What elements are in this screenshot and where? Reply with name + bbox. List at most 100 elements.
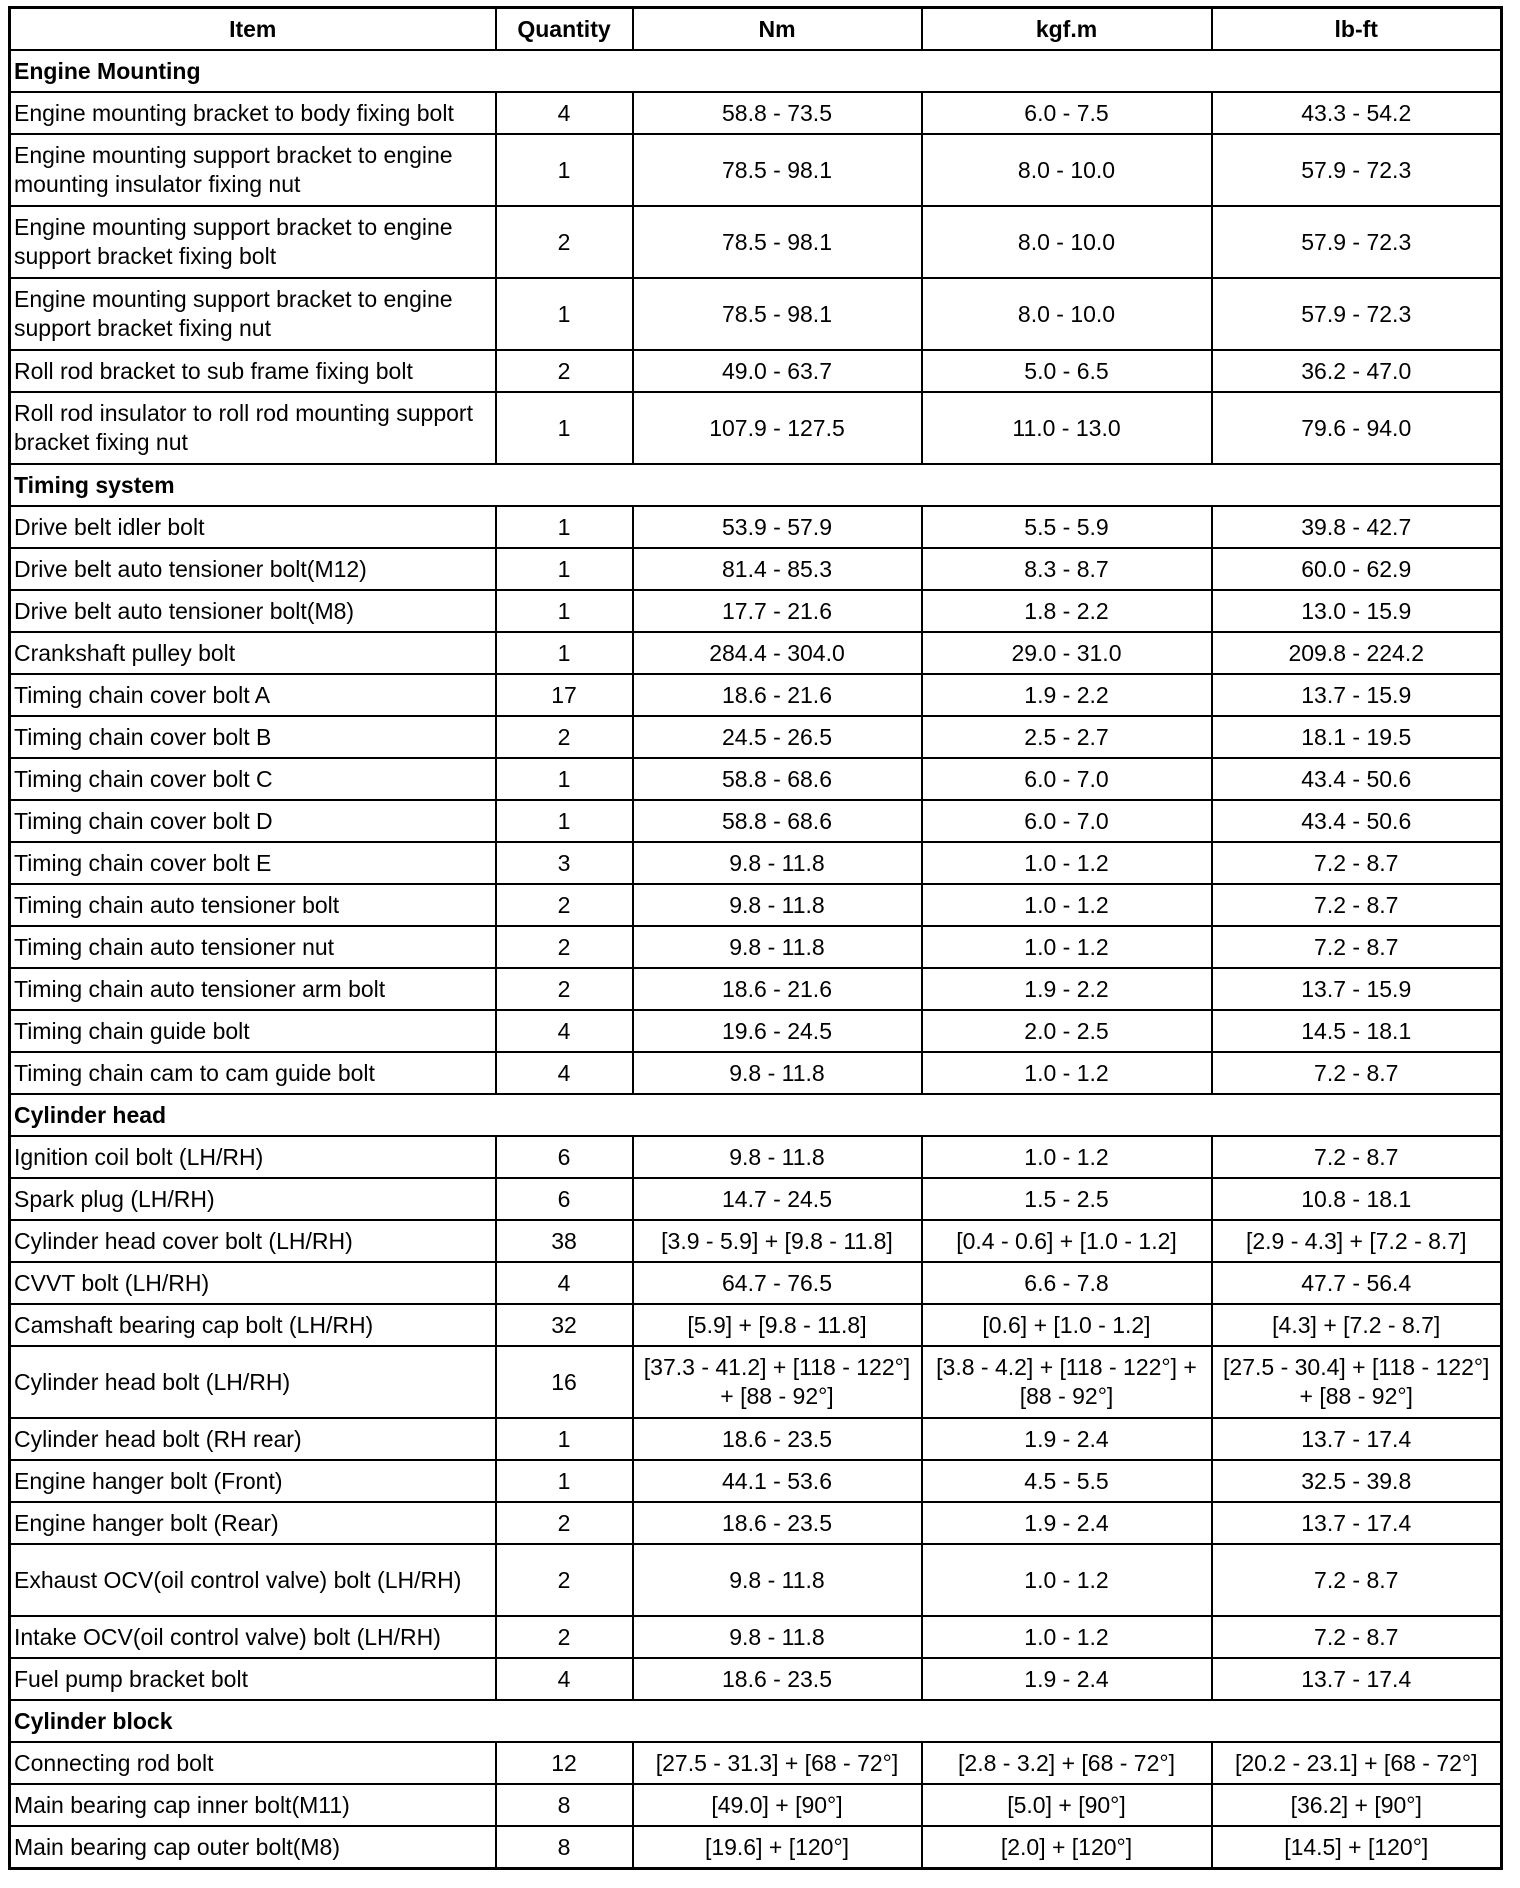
table-row: Camshaft bearing cap bolt (LH/RH) 32 [5.9]… xyxy=(8,1303,1503,1347)
cell-kgfm: 1.9 - 2.4 xyxy=(920,1501,1213,1545)
cell-lbft: 43.4 - 50.6 xyxy=(1210,799,1503,843)
section-title: Engine Mounting xyxy=(8,49,1503,93)
cell-kgfm: [2.0] + [120°] xyxy=(920,1825,1213,1870)
cell-item: Timing chain auto tensioner arm bolt xyxy=(8,967,497,1011)
cell-nm: 49.0 - 63.7 xyxy=(631,349,923,393)
cell-quantity: 1 xyxy=(494,277,634,351)
cell-kgfm: 6.0 - 7.5 xyxy=(920,91,1213,135)
cell-nm: 19.6 - 24.5 xyxy=(631,1009,923,1053)
cell-item: Timing chain cam to cam guide bolt xyxy=(8,1051,497,1095)
table-row: Drive belt auto tensioner bolt(M8) 1 17.7 … xyxy=(8,589,1503,633)
cell-lbft: 43.4 - 50.6 xyxy=(1210,757,1503,801)
cell-quantity: 1 xyxy=(494,757,634,801)
section-title: Cylinder block xyxy=(8,1699,1503,1743)
cell-lbft: 14.5 - 18.1 xyxy=(1210,1009,1503,1053)
cell-lbft: 79.6 - 94.0 xyxy=(1210,391,1503,465)
table-row: Drive belt idler bolt 1 53.9 - 57.9 5.5 - 5… xyxy=(8,505,1503,549)
cell-quantity: 1 xyxy=(494,1417,634,1461)
cell-nm: 17.7 - 21.6 xyxy=(631,589,923,633)
cell-quantity: 4 xyxy=(494,1261,634,1305)
cell-kgfm: 1.0 - 1.2 xyxy=(920,1135,1213,1179)
cell-item: Crankshaft pulley bolt xyxy=(8,631,497,675)
cell-nm: 18.6 - 23.5 xyxy=(631,1417,923,1461)
cell-lbft: 43.3 - 54.2 xyxy=(1210,91,1503,135)
table-row: Timing chain auto tensioner nut 2 9.8 - 11… xyxy=(8,925,1503,969)
cell-item: CVVT bolt (LH/RH) xyxy=(8,1261,497,1305)
cell-item: Cylinder head cover bolt (LH/RH) xyxy=(8,1219,497,1263)
cell-nm: 284.4 - 304.0 xyxy=(631,631,923,675)
cell-item: Engine mounting support bracket to engin… xyxy=(8,277,497,351)
cell-lbft: [36.2] + [90°] xyxy=(1210,1783,1503,1827)
cell-nm: 64.7 - 76.5 xyxy=(631,1261,923,1305)
table-row: Timing chain cam to cam guide bolt 4 9.8 -… xyxy=(8,1051,1503,1095)
torque-spec-table: Item Quantity Nm kgf.m lb-ft Engine Moun… xyxy=(8,6,1503,1870)
cell-quantity: 4 xyxy=(494,91,634,135)
cell-nm: 9.8 - 11.8 xyxy=(631,841,923,885)
cell-item: Timing chain auto tensioner bolt xyxy=(8,883,497,927)
cell-item: Connecting rod bolt xyxy=(8,1741,497,1785)
cell-nm: 78.5 - 98.1 xyxy=(631,205,923,279)
cell-kgfm: 1.9 - 2.2 xyxy=(920,967,1213,1011)
cell-kgfm: 1.0 - 1.2 xyxy=(920,1543,1213,1617)
cell-lbft: 39.8 - 42.7 xyxy=(1210,505,1503,549)
cell-kgfm: 2.0 - 2.5 xyxy=(920,1009,1213,1053)
cell-quantity: 1 xyxy=(494,391,634,465)
cell-lbft: 10.8 - 18.1 xyxy=(1210,1177,1503,1221)
cell-item: Engine mounting support bracket to engin… xyxy=(8,205,497,279)
table-row: Cylinder head bolt (LH/RH) 16 [37.3 - 41.2… xyxy=(8,1345,1503,1419)
cell-lbft: [14.5] + [120°] xyxy=(1210,1825,1503,1870)
table-row: Roll rod bracket to sub frame fixing bol… xyxy=(8,349,1503,393)
header-quantity: Quantity xyxy=(494,6,634,51)
table-row: Engine mounting support bracket to engin… xyxy=(8,205,1503,279)
cell-item: Exhaust OCV(oil control valve) bolt (LH/… xyxy=(8,1543,497,1617)
cell-kgfm: [3.8 - 4.2] + [118 - 122°] + [88 - 92°] xyxy=(920,1345,1213,1419)
cell-nm: 53.9 - 57.9 xyxy=(631,505,923,549)
cell-quantity: 1 xyxy=(494,505,634,549)
cell-kgfm: 1.0 - 1.2 xyxy=(920,1051,1213,1095)
table-row: Engine mounting bracket to body fixing b… xyxy=(8,91,1503,135)
cell-kgfm: 1.0 - 1.2 xyxy=(920,925,1213,969)
cell-item: Drive belt auto tensioner bolt(M12) xyxy=(8,547,497,591)
cell-item: Engine mounting support bracket to engin… xyxy=(8,133,497,207)
cell-lbft: 13.7 - 17.4 xyxy=(1210,1657,1503,1701)
cell-kgfm: [0.4 - 0.6] + [1.0 - 1.2] xyxy=(920,1219,1213,1263)
cell-lbft: 209.8 - 224.2 xyxy=(1210,631,1503,675)
table-row: Timing chain cover bolt C 1 58.8 - 68.6 6.0… xyxy=(8,757,1503,801)
cell-item: Main bearing cap outer bolt(M8) xyxy=(8,1825,497,1870)
cell-nm: 58.8 - 73.5 xyxy=(631,91,923,135)
cell-nm: [5.9] + [9.8 - 11.8] xyxy=(631,1303,923,1347)
cell-lbft: [20.2 - 23.1] + [68 - 72°] xyxy=(1210,1741,1503,1785)
cell-kgfm: 1.0 - 1.2 xyxy=(920,883,1213,927)
cell-lbft: [27.5 - 30.4] + [118 - 122°] + [88 - 92°… xyxy=(1210,1345,1503,1419)
cell-lbft: 32.5 - 39.8 xyxy=(1210,1459,1503,1503)
cell-lbft: 7.2 - 8.7 xyxy=(1210,1135,1503,1179)
cell-quantity: 17 xyxy=(494,673,634,717)
section-row: Engine Mounting xyxy=(8,49,1503,93)
cell-item: Timing chain cover bolt D xyxy=(8,799,497,843)
cell-nm: 78.5 - 98.1 xyxy=(631,133,923,207)
cell-lbft: 7.2 - 8.7 xyxy=(1210,925,1503,969)
header-item: Item xyxy=(8,6,497,51)
header-row: Item Quantity Nm kgf.m lb-ft xyxy=(8,6,1503,51)
table-row: Engine hanger bolt (Rear) 2 18.6 - 23.5 1.9… xyxy=(8,1501,1503,1545)
cell-kgfm: 5.0 - 6.5 xyxy=(920,349,1213,393)
cell-kgfm: [2.8 - 3.2] + [68 - 72°] xyxy=(920,1741,1213,1785)
cell-kgfm: 5.5 - 5.9 xyxy=(920,505,1213,549)
cell-quantity: 2 xyxy=(494,349,634,393)
table-row: Drive belt auto tensioner bolt(M12) 1 81.4… xyxy=(8,547,1503,591)
table-row: Main bearing cap inner bolt(M11) 8 [49.0] … xyxy=(8,1783,1503,1827)
table-row: Timing chain auto tensioner arm bolt 2 18.… xyxy=(8,967,1503,1011)
cell-item: Camshaft bearing cap bolt (LH/RH) xyxy=(8,1303,497,1347)
cell-quantity: 2 xyxy=(494,967,634,1011)
cell-kgfm: 29.0 - 31.0 xyxy=(920,631,1213,675)
cell-kgfm: [5.0] + [90°] xyxy=(920,1783,1213,1827)
table-row: Roll rod insulator to roll rod mounting … xyxy=(8,391,1503,465)
cell-quantity: 4 xyxy=(494,1657,634,1701)
table-row: Engine mounting support bracket to engin… xyxy=(8,277,1503,351)
cell-lbft: 13.7 - 17.4 xyxy=(1210,1501,1503,1545)
cell-item: Timing chain guide bolt xyxy=(8,1009,497,1053)
cell-quantity: 2 xyxy=(494,1501,634,1545)
cell-quantity: 38 xyxy=(494,1219,634,1263)
cell-quantity: 1 xyxy=(494,631,634,675)
cell-quantity: 6 xyxy=(494,1135,634,1179)
